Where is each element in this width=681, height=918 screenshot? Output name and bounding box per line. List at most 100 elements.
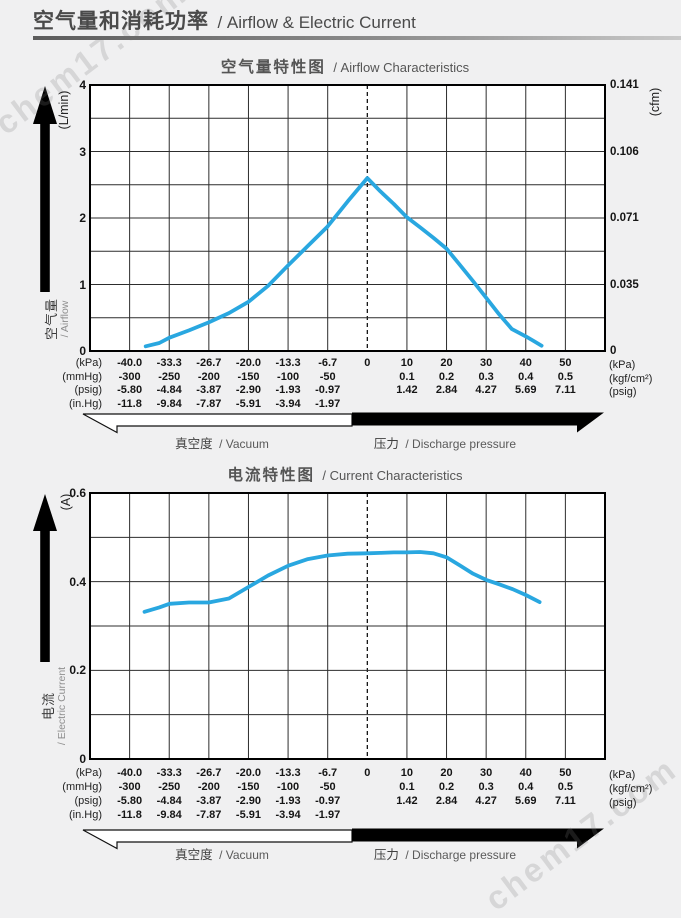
x-tick-label: -1.93 [275, 384, 301, 396]
x-tick-label: 0 [364, 357, 371, 369]
pressure-label-zh: 压力 [373, 848, 399, 862]
x-tick-label: -50 [319, 781, 336, 793]
x-left-unit-label: (mmHg) [62, 370, 102, 383]
vacuum-arrow [82, 413, 353, 434]
y-tick-label: 0.2 [69, 663, 86, 678]
right-y-tick-label: 0.035 [610, 278, 639, 291]
x-tick-label: -7.87 [196, 809, 222, 821]
x-tick-label: -1.97 [315, 397, 341, 410]
x-tick-label: -40.0 [117, 357, 143, 369]
x-tick-label: 0.2 [438, 781, 455, 793]
right-y-tick-label: 0.071 [610, 212, 639, 224]
current-y-unit: (A) [59, 493, 73, 511]
x-tick-label: -13.3 [275, 357, 301, 369]
airflow-chart-title-zh: 空气量特性图 [220, 59, 326, 76]
x-tick-label: -7.87 [196, 397, 222, 410]
x-tick-label: -1.97 [315, 809, 341, 821]
x-tick-label: -3.87 [196, 384, 222, 396]
vacuum-axis-label: 真空度 / Vacuum [112, 844, 332, 864]
x-tick-label: -200 [197, 781, 220, 793]
x-tick-label: 0.4 [518, 781, 534, 793]
current-y-axis-label-en: / Electric Current [56, 666, 68, 746]
y-tick-label: 0 [79, 752, 86, 766]
x-tick-label: -150 [237, 370, 260, 383]
y-axis-arrow-shaft [40, 118, 50, 292]
x-tick-label: 0.3 [478, 370, 494, 383]
x-tick-label: 0.5 [557, 370, 574, 383]
x-tick-label: -150 [237, 781, 260, 793]
right-y-tick-label: 0.141 [610, 79, 639, 91]
y-axis-arrow-head [33, 86, 57, 124]
x-tick-label: -9.84 [156, 397, 182, 410]
x-tick-label: 0.1 [399, 781, 415, 793]
x-left-unit-label: (in.Hg) [68, 397, 102, 410]
x-tick-label: 0.2 [438, 370, 455, 383]
title-rule [33, 36, 681, 40]
current-chart-title: 电流特性图 / Current Characteristics [100, 463, 590, 485]
x-tick-label: -200 [197, 370, 220, 383]
y-tick-label: 3 [79, 144, 86, 159]
x-tick-label: 0.4 [518, 370, 534, 383]
x-tick-label: 0.1 [399, 370, 415, 383]
x-tick-label: -3.94 [275, 809, 301, 821]
vacuum-label-zh: 真空度 [175, 437, 213, 451]
x-right-unit-label: (kPa) [609, 769, 636, 781]
x-tick-label: -4.84 [156, 795, 182, 807]
pressure-arrow [352, 412, 604, 433]
y-tick-label: 0 [79, 344, 86, 358]
x-right-unit-label: (kgf/cm²) [609, 783, 653, 795]
x-tick-label: 7.11 [554, 795, 576, 807]
x-tick-label: 4.27 [475, 384, 497, 396]
right-y-tick-label: 0.106 [610, 145, 639, 158]
current-chart-title-en: / Current Characteristics [322, 468, 463, 483]
x-tick-label: -6.7 [318, 767, 338, 779]
x-tick-label: -0.97 [315, 795, 341, 807]
x-tick-label: 20 [440, 767, 453, 779]
x-tick-label: 40 [519, 357, 532, 369]
x-tick-label: 10 [400, 357, 414, 369]
y-tick-label: 2 [79, 211, 86, 225]
pressure-label-en: / Discharge pressure [405, 848, 517, 862]
x-tick-label: 5.69 [515, 384, 537, 396]
x-tick-label: -5.91 [235, 809, 261, 821]
x-left-unit-label: (mmHg) [62, 781, 102, 793]
y-axis-arrow-shaft [40, 525, 50, 662]
x-tick-label: -250 [158, 370, 181, 383]
x-tick-label: 10 [400, 767, 414, 779]
x-tick-label: 7.11 [554, 384, 576, 396]
x-tick-label: -2.90 [235, 795, 261, 807]
page-title-zh: 空气量和消耗功率 [33, 10, 209, 33]
current-y-axis-label-zh: 电流 [41, 692, 56, 721]
x-tick-label: 4.27 [475, 795, 497, 807]
x-tick-label: -300 [118, 370, 141, 383]
pressure-label-zh: 压力 [373, 437, 399, 451]
x-right-unit-label: (psig) [609, 797, 637, 809]
electric-current-curve [142, 550, 542, 614]
x-left-unit-label: (in.Hg) [68, 809, 102, 821]
x-tick-label: 0.3 [478, 781, 494, 793]
current-y-axis-label: 电流 / Electric Current [41, 656, 68, 756]
x-left-unit-label: (kPa) [75, 767, 102, 779]
vacuum-axis-label: 真空度 / Vacuum [112, 433, 332, 453]
x-tick-label: -20.0 [235, 767, 261, 779]
x-right-unit-label: (kgf/cm²) [609, 372, 653, 385]
x-tick-label: 1.42 [396, 384, 418, 396]
x-tick-label: -6.7 [318, 357, 338, 369]
pressure-label-en: / Discharge pressure [405, 437, 517, 451]
x-tick-label: 40 [519, 767, 532, 779]
vacuum-arrow [82, 829, 353, 850]
x-left-unit-label: (kPa) [75, 357, 102, 369]
x-tick-label: -20.0 [235, 357, 261, 369]
x-tick-label: -26.7 [196, 357, 222, 369]
x-tick-label: -40.0 [117, 767, 143, 779]
y-axis-arrow-head [33, 494, 57, 531]
x-tick-label: -13.3 [275, 767, 301, 779]
page-title-en: / Airflow & Electric Current [217, 13, 416, 32]
x-tick-label: -5.80 [117, 795, 143, 807]
x-tick-label: -2.90 [235, 384, 261, 396]
airflow-curve [143, 176, 544, 349]
airflow-y-axis-label-zh: 空气量 [44, 298, 59, 341]
x-tick-label: 2.84 [435, 384, 458, 396]
x-tick-label: 50 [559, 767, 572, 779]
